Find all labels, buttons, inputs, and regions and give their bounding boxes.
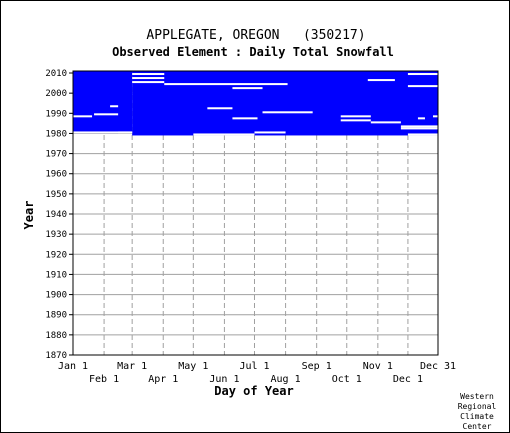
missing-segment xyxy=(400,125,438,128)
missing-segment xyxy=(110,105,119,108)
y-tick-label: 1980 xyxy=(45,129,67,139)
credit-line: Center xyxy=(463,422,492,431)
missing-segment xyxy=(400,127,438,130)
missing-segment xyxy=(232,117,258,120)
x-tick-label: Jul 1 xyxy=(239,361,269,372)
y-tick-label: 1890 xyxy=(45,311,67,321)
missing-segment xyxy=(164,83,288,86)
y-tick-label: 1990 xyxy=(45,109,67,119)
y-tick-label: 1940 xyxy=(45,210,67,220)
y-tick-label: 1970 xyxy=(45,150,67,160)
missing-segment xyxy=(407,133,438,136)
credit-line: Regional xyxy=(458,402,497,411)
plot-border xyxy=(72,70,439,356)
x-tick-label: Oct 1 xyxy=(332,374,362,385)
x-tick-label: Sep 1 xyxy=(302,361,332,372)
record-block xyxy=(73,71,133,134)
y-tick-label: 1910 xyxy=(45,270,67,280)
missing-segment xyxy=(340,119,371,122)
x-tick-label: Apr 1 xyxy=(148,374,178,385)
x-tick-label: Jan 1 xyxy=(58,361,88,372)
missing-segment xyxy=(73,131,133,134)
missing-segment xyxy=(254,131,286,134)
axis-layer: 1870 1880 1890 1900 1910 1920 1930 1940 1950 1960… xyxy=(45,69,456,385)
record-block xyxy=(132,71,438,136)
y-tick-label: 1870 xyxy=(45,351,67,361)
missing-segment xyxy=(367,79,395,82)
missing-segment xyxy=(340,115,371,118)
missing-segment xyxy=(417,117,425,120)
x-tick-label: Dec 31 xyxy=(420,361,456,372)
chart-subtitle: Observed Element : Daily Total Snowfall xyxy=(112,45,394,59)
chart-title: APPLEGATE, OREGON (350217) xyxy=(146,28,365,43)
x-tick-label: Nov 1 xyxy=(363,361,393,372)
missing-segment xyxy=(407,85,438,88)
missing-segment xyxy=(232,87,263,90)
y-tick-label: 2010 xyxy=(45,69,67,79)
data-layer xyxy=(73,71,438,136)
missing-segment xyxy=(132,73,165,76)
y-tick-label: 1930 xyxy=(45,230,67,240)
y-tick-label: 1920 xyxy=(45,250,67,260)
missing-segment xyxy=(407,73,438,76)
y-axis-label: Year xyxy=(22,201,36,230)
missing-segment xyxy=(193,133,255,136)
missing-segment xyxy=(207,107,233,110)
credit-line: Climate xyxy=(460,412,494,421)
missing-segment xyxy=(118,131,133,134)
x-tick-label: Mar 1 xyxy=(117,361,147,372)
missing-segment xyxy=(370,121,401,124)
x-axis-label: Day of Year xyxy=(214,384,293,398)
missing-segment xyxy=(73,115,93,118)
y-tick-label: 1900 xyxy=(45,291,67,301)
y-tick-label: 2000 xyxy=(45,89,67,99)
missing-segment xyxy=(94,113,119,116)
x-tick-label: Dec 1 xyxy=(393,374,423,385)
missing-segment xyxy=(132,77,165,80)
missing-segment xyxy=(262,111,313,114)
missing-segment xyxy=(432,115,438,118)
y-tick-label: 1960 xyxy=(45,170,67,180)
y-tick-label: 1950 xyxy=(45,190,67,200)
missing-segment xyxy=(132,81,165,84)
x-tick-label: Aug 1 xyxy=(271,374,301,385)
y-tick-label: 1880 xyxy=(45,331,67,341)
credit-line: Western xyxy=(460,392,494,401)
x-tick-label: Feb 1 xyxy=(89,374,119,385)
x-tick-label: May 1 xyxy=(178,361,208,372)
x-tick-label: Jun 1 xyxy=(209,374,239,385)
